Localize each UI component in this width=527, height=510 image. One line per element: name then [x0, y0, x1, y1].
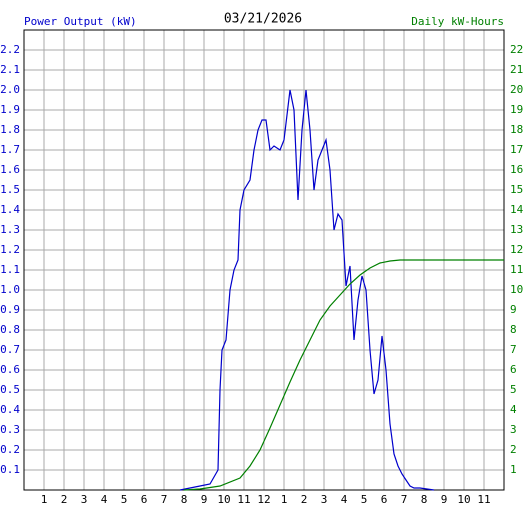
y2-tick-label: 19 — [510, 103, 523, 116]
y2-tick-label: 22 — [510, 43, 523, 56]
y2-tick-label: 7 — [510, 343, 517, 356]
y-tick-label: 0.9 — [0, 303, 20, 316]
y-tick-label: 1.0 — [0, 283, 20, 296]
x-tick-label: 11 — [237, 493, 250, 506]
y-tick-label: 1.6 — [0, 163, 20, 176]
y2-tick-label: 20 — [510, 83, 523, 96]
y-tick-label: 1.1 — [0, 263, 20, 276]
x-tick-label: 1 — [41, 493, 48, 506]
y-tick-label: 1.2 — [0, 243, 20, 256]
y-tick-label: 0.1 — [0, 463, 20, 476]
x-tick-label: 10 — [217, 493, 230, 506]
x-tick-label: 12 — [257, 493, 270, 506]
y-tick-label: 2.2 — [0, 43, 20, 56]
x-tick-label: 2 — [61, 493, 68, 506]
x-tick-label: 8 — [421, 493, 428, 506]
x-tick-label: 1 — [281, 493, 288, 506]
y2-tick-label: 14 — [510, 203, 524, 216]
x-tick-label: 3 — [81, 493, 88, 506]
x-tick-label: 7 — [401, 493, 408, 506]
y-tick-label: 2.1 — [0, 63, 20, 76]
x-tick-label: 4 — [101, 493, 108, 506]
x-tick-label: 10 — [457, 493, 470, 506]
x-tick-label: 3 — [321, 493, 328, 506]
y2-tick-label: 17 — [510, 143, 523, 156]
y2-tick-label: 15 — [510, 183, 523, 196]
y2-tick-label: 10 — [510, 283, 523, 296]
y2-axis-label: Daily kW-Hours — [411, 15, 504, 28]
y-tick-label: 0.4 — [0, 403, 20, 416]
data-line — [183, 259, 504, 491]
x-tick-label: 4 — [341, 493, 348, 506]
x-tick-label: 9 — [441, 493, 448, 506]
data-line — [179, 89, 435, 491]
y-tick-label: 1.9 — [0, 103, 20, 116]
y-tick-label: 0.5 — [0, 383, 20, 396]
y-tick-label: 2.0 — [0, 83, 20, 96]
y-tick-label: 1.3 — [0, 223, 20, 236]
y-axis-label: Power Output (kW) — [24, 15, 137, 28]
y2-tick-label: 6 — [510, 363, 517, 376]
x-tick-label: 9 — [201, 493, 208, 506]
x-tick-label: 11 — [477, 493, 490, 506]
y2-tick-label: 18 — [510, 123, 523, 136]
y-tick-label: 1.4 — [0, 203, 20, 216]
y2-tick-label: 12 — [510, 243, 523, 256]
y2-tick-label: 13 — [510, 223, 523, 236]
x-tick-label: 6 — [381, 493, 388, 506]
y2-tick-label: 2 — [510, 443, 517, 456]
y2-tick-label: 8 — [510, 323, 517, 336]
x-tick-label: 5 — [121, 493, 128, 506]
y-tick-label: 0.3 — [0, 423, 20, 436]
y2-tick-label: 21 — [510, 63, 523, 76]
y-tick-label: 1.7 — [0, 143, 20, 156]
y2-tick-label: 9 — [510, 303, 517, 316]
x-tick-label: 7 — [161, 493, 168, 506]
y-tick-label: 0.2 — [0, 443, 20, 456]
y2-tick-label: 3 — [510, 423, 517, 436]
y2-tick-label: 1 — [510, 463, 517, 476]
y-tick-label: 1.5 — [0, 183, 20, 196]
y2-tick-label: 5 — [510, 383, 517, 396]
y2-tick-label: 16 — [510, 163, 523, 176]
y-tick-label: 0.8 — [0, 323, 20, 336]
y2-tick-label: 4 — [510, 403, 517, 416]
y-tick-label: 0.7 — [0, 343, 20, 356]
x-tick-label: 2 — [301, 493, 308, 506]
x-tick-label: 5 — [361, 493, 368, 506]
x-tick-label: 6 — [141, 493, 148, 506]
y-tick-label: 0.6 — [0, 363, 20, 376]
y-tick-label: 1.8 — [0, 123, 20, 136]
x-tick-label: 8 — [181, 493, 188, 506]
y2-tick-label: 11 — [510, 263, 523, 276]
chart-title: 03/21/2026 — [224, 12, 302, 27]
